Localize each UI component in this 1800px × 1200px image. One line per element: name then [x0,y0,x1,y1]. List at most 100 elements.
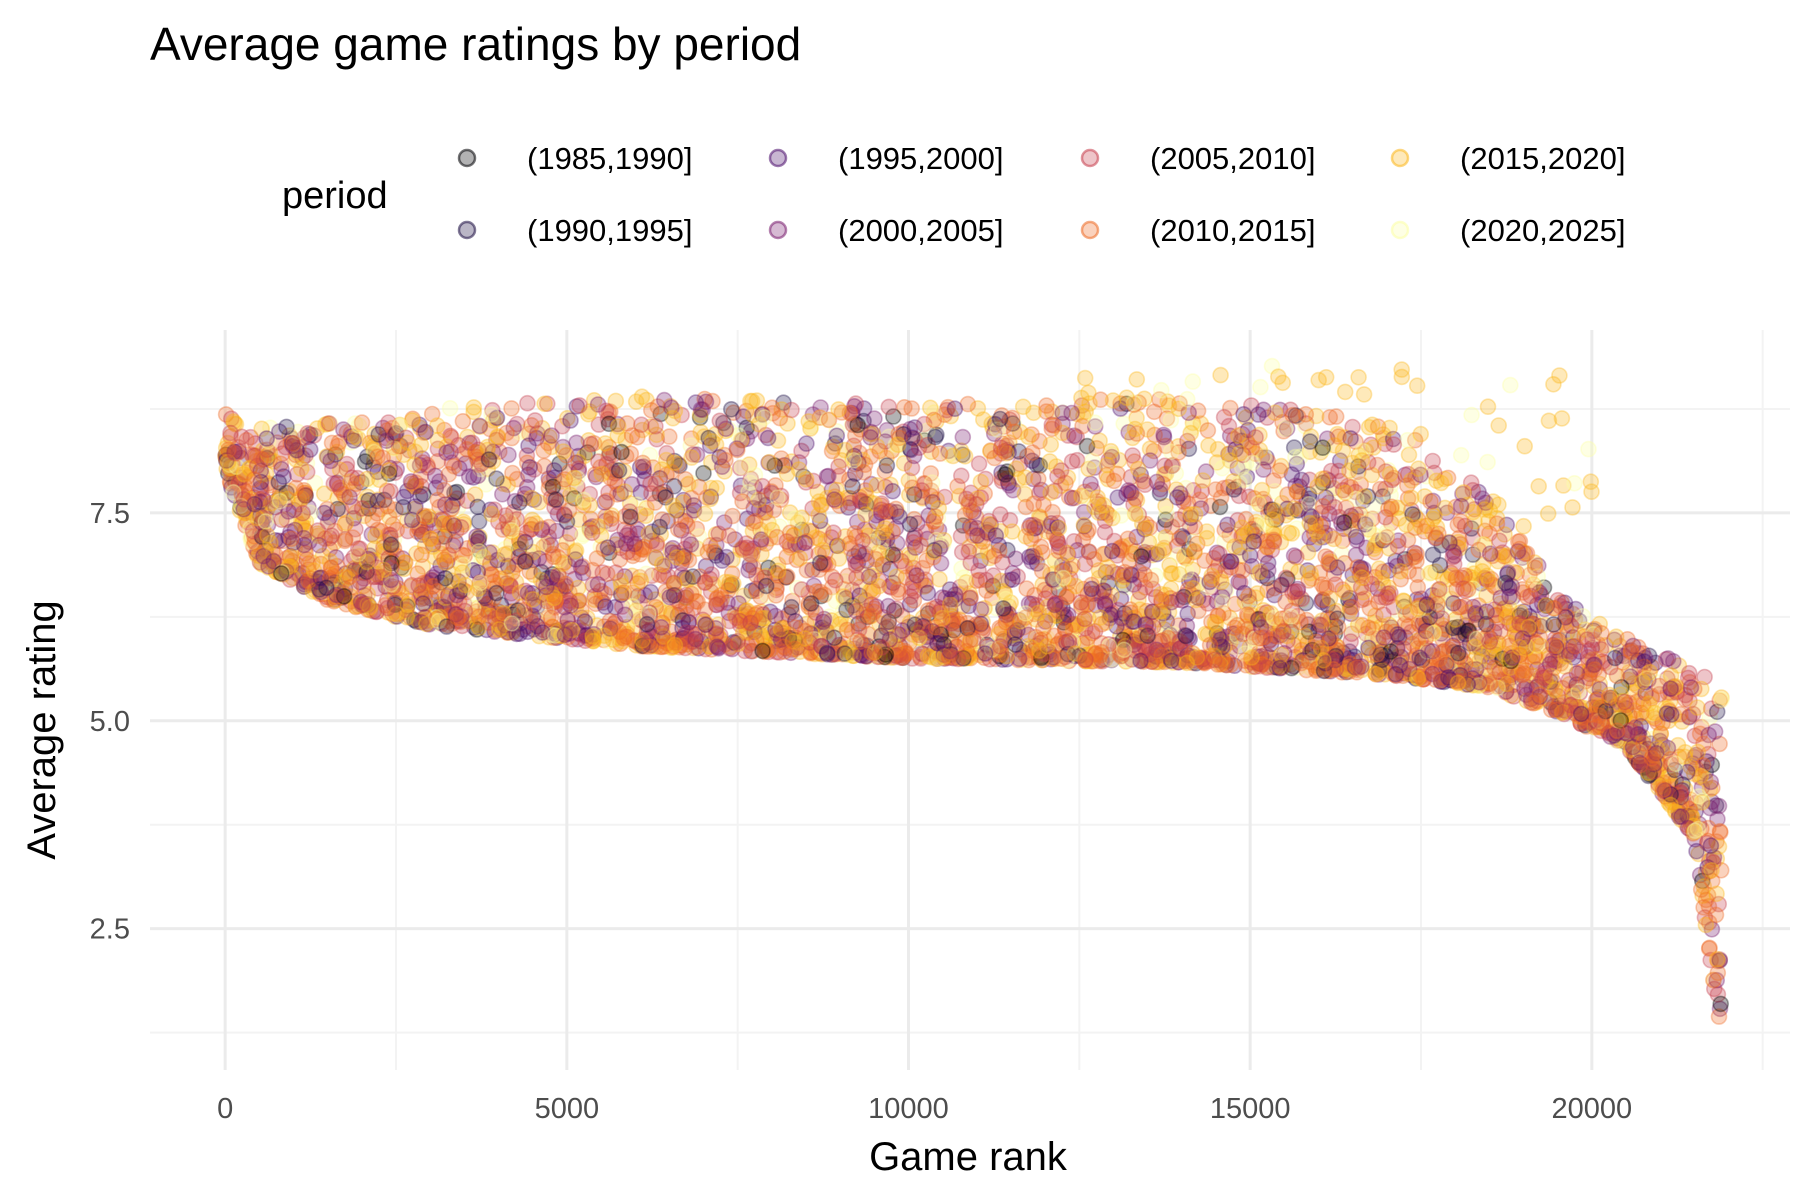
data-point [1448,538,1466,556]
data-point [1699,832,1716,850]
data-point [364,511,382,529]
data-point [1381,653,1399,670]
data-point [1337,656,1355,673]
data-point [1244,623,1261,641]
data-point [1711,822,1729,840]
data-point [426,467,444,485]
data-point [967,508,985,526]
data-point [783,453,800,470]
data-point [968,616,985,633]
data-point [1684,705,1702,723]
data-point [1073,634,1091,652]
data-point [695,464,712,482]
data-point [1222,399,1239,417]
data-point [580,431,598,449]
data-point [248,513,265,531]
data-point [833,451,850,469]
data-point [622,530,640,547]
data-point [414,558,432,575]
data-point [851,488,869,506]
data-point [1086,459,1103,476]
data-point [345,509,363,527]
data-point [1293,591,1311,609]
data-point [1395,598,1413,616]
data-point [643,485,660,502]
data-point [1586,620,1603,638]
data-point [1255,601,1272,619]
data-point [537,553,554,570]
data-point [703,641,720,658]
data-point [335,485,353,503]
data-point [1654,785,1671,802]
data-point [233,428,250,446]
data-point [1540,650,1558,668]
legend-label: (1990,1995] [527,213,692,248]
data-point [1527,633,1544,651]
data-point [412,468,429,485]
data-point [323,527,341,545]
data-point [1320,494,1338,512]
data-point [1019,637,1037,655]
data-point [664,409,682,427]
data-point [1452,497,1470,515]
data-point [1517,610,1535,627]
data-point [1433,536,1450,554]
data-point [1130,394,1147,411]
data-point [677,597,695,615]
data-point [648,534,666,552]
data-point [1352,506,1369,523]
data-point [928,648,946,666]
data-point [1025,404,1042,422]
data-point [571,625,589,643]
data-point [1342,507,1360,525]
data-point [786,629,804,646]
data-point [1370,560,1388,577]
data-point [783,598,800,616]
data-point [1210,557,1227,574]
data-point [922,465,940,482]
data-point [257,507,275,525]
data-point [1169,591,1187,609]
data-point [1042,436,1060,453]
data-point [453,564,471,581]
data-point [356,596,374,613]
data-point [777,639,794,657]
data-point [844,478,861,495]
data-point [1477,499,1494,517]
data-point [1478,586,1495,604]
data-point [480,560,498,578]
data-point [1660,767,1677,785]
data-point [1640,695,1658,713]
data-point [1499,548,1516,566]
legend-label: (1985,1990] [527,141,692,176]
data-point [400,441,418,459]
data-point [505,512,523,529]
data-point [504,622,522,640]
data-point [1211,647,1228,665]
data-point [481,420,499,438]
data-point [1111,628,1129,646]
data-point [1474,640,1492,657]
data-point [1702,951,1719,969]
data-point [461,434,478,452]
data-point [1695,899,1712,916]
data-point [1022,530,1040,548]
data-point [519,394,536,412]
data-point [708,625,725,642]
data-point [1387,552,1404,570]
data-point [315,504,333,522]
data-point [1162,565,1180,582]
data-point [1329,618,1347,636]
data-point [677,589,695,606]
data-point [1546,630,1564,648]
data-point [1289,408,1307,426]
data-point [1214,640,1231,658]
data-point [1241,593,1258,611]
data-point [1364,630,1381,648]
data-point [394,498,412,516]
data-point [1253,449,1271,466]
data-point [1034,544,1051,561]
data-point [1499,577,1516,594]
data-point [294,504,312,522]
data-point [769,556,787,573]
